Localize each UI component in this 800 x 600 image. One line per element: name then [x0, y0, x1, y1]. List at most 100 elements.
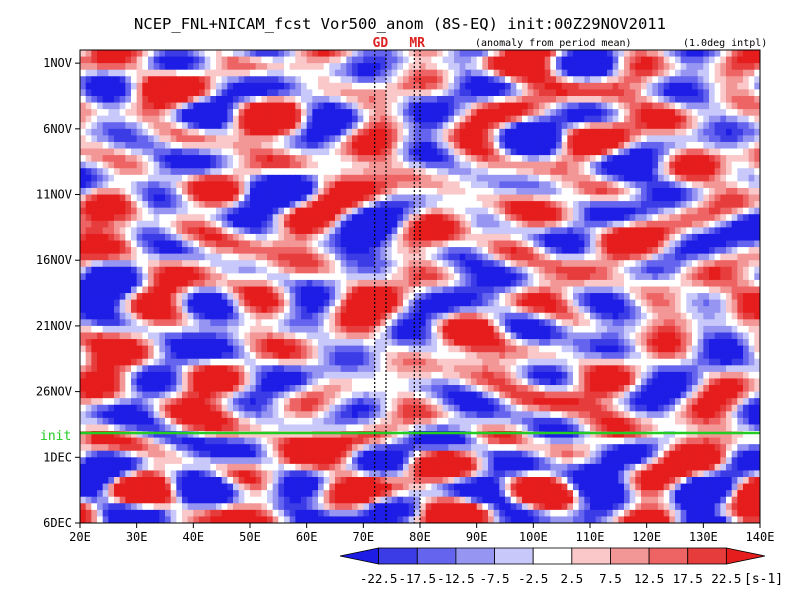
heatmap-cell — [754, 168, 760, 176]
heatmap-cell — [714, 247, 721, 255]
heatmap-cell — [153, 187, 160, 196]
heatmap-cell — [408, 181, 415, 189]
heatmap-cell — [346, 102, 353, 110]
heatmap-cell — [482, 82, 489, 91]
heatmap-cell — [539, 187, 546, 196]
heatmap-cell — [522, 201, 529, 209]
heatmap-cell — [340, 299, 347, 307]
heatmap-cell — [663, 82, 670, 91]
heatmap-cell — [363, 279, 370, 288]
heatmap-cell — [578, 187, 585, 196]
heatmap-cell — [641, 247, 648, 255]
heatmap-cell — [420, 76, 427, 84]
heatmap-cell — [476, 141, 483, 150]
heatmap-cell — [340, 319, 347, 327]
heatmap-cell — [658, 115, 665, 123]
heatmap-cell — [465, 135, 472, 143]
heatmap-cell — [131, 279, 138, 288]
heatmap-cell — [357, 174, 364, 182]
heatmap-cell — [658, 109, 665, 117]
heatmap-cell — [476, 95, 483, 104]
heatmap-cell — [250, 141, 257, 150]
heatmap-cell — [199, 128, 206, 136]
heatmap-cell — [731, 207, 738, 215]
heatmap-cell — [544, 148, 551, 156]
heatmap-cell — [187, 306, 194, 314]
heatmap-cell — [573, 286, 580, 294]
heatmap-cell — [663, 207, 670, 215]
heatmap-cell — [516, 299, 523, 307]
heatmap-cell — [635, 82, 642, 91]
heatmap-cell — [652, 69, 659, 77]
heatmap-cell — [709, 128, 716, 136]
heatmap-cell — [612, 201, 619, 209]
heatmap-cell — [612, 247, 619, 255]
heatmap-cell — [80, 312, 87, 320]
heatmap-cell — [737, 253, 744, 261]
heatmap-cell — [703, 89, 710, 97]
heatmap-cell — [476, 82, 483, 91]
heatmap-cell — [499, 122, 506, 130]
heatmap-cell — [295, 260, 302, 268]
heatmap-cell — [165, 194, 172, 202]
heatmap-cell — [233, 168, 240, 176]
heatmap-cell — [692, 293, 699, 301]
heatmap-cell — [692, 168, 699, 176]
heatmap-cell — [692, 194, 699, 202]
heatmap-cell — [397, 227, 404, 235]
heatmap-cell — [641, 266, 648, 274]
heatmap-cell — [425, 260, 432, 268]
heatmap-cell — [448, 168, 455, 176]
heatmap-cell — [346, 155, 353, 163]
heatmap-cell — [340, 161, 347, 169]
heatmap-cell — [374, 109, 381, 117]
heatmap-cell — [386, 187, 393, 196]
heatmap-cell — [663, 266, 670, 274]
heatmap-cell — [323, 299, 330, 307]
heatmap-cell — [578, 109, 585, 117]
heatmap-cell — [618, 102, 625, 110]
heatmap-cell — [329, 56, 336, 64]
heatmap-cell — [346, 319, 353, 327]
heatmap-cell — [369, 286, 376, 294]
heatmap-cell — [284, 148, 291, 156]
heatmap-cell — [306, 181, 313, 189]
heatmap-cell — [335, 50, 342, 58]
heatmap-cell — [170, 306, 177, 314]
heatmap-cell — [114, 89, 121, 97]
heatmap-cell — [641, 128, 648, 136]
heatmap-cell — [567, 253, 574, 261]
heatmap-cell — [238, 161, 245, 169]
heatmap-cell — [510, 273, 517, 281]
heatmap-cell — [420, 115, 427, 123]
heatmap-cell — [386, 95, 393, 104]
heatmap-cell — [425, 240, 432, 248]
heatmap-cell — [590, 95, 597, 104]
heatmap-cell — [516, 102, 523, 110]
heatmap-cell — [510, 76, 517, 84]
heatmap-cell — [210, 319, 217, 327]
heatmap-cell — [244, 187, 251, 196]
heatmap-cell — [448, 273, 455, 281]
heatmap-cell — [250, 95, 257, 104]
heatmap-cell — [731, 63, 738, 71]
heatmap-cell — [403, 161, 410, 169]
heatmap-cell — [244, 155, 251, 163]
heatmap-cell — [216, 247, 223, 255]
heatmap-cell — [227, 102, 234, 110]
heatmap-cell — [193, 122, 200, 130]
heatmap-cell — [658, 69, 665, 77]
heatmap-cell — [165, 95, 172, 104]
heatmap-cell — [641, 50, 648, 58]
heatmap-cell — [669, 279, 676, 288]
heatmap-cell — [448, 299, 455, 307]
heatmap-cell — [136, 181, 143, 189]
heatmap-cell — [165, 181, 172, 189]
heatmap-cell — [386, 293, 393, 301]
heatmap-cell — [556, 260, 563, 268]
heatmap-cell — [561, 181, 568, 189]
heatmap-cell — [131, 187, 138, 196]
heatmap-cell — [720, 253, 727, 261]
heatmap-cell — [216, 194, 223, 202]
heatmap-cell — [318, 181, 325, 189]
